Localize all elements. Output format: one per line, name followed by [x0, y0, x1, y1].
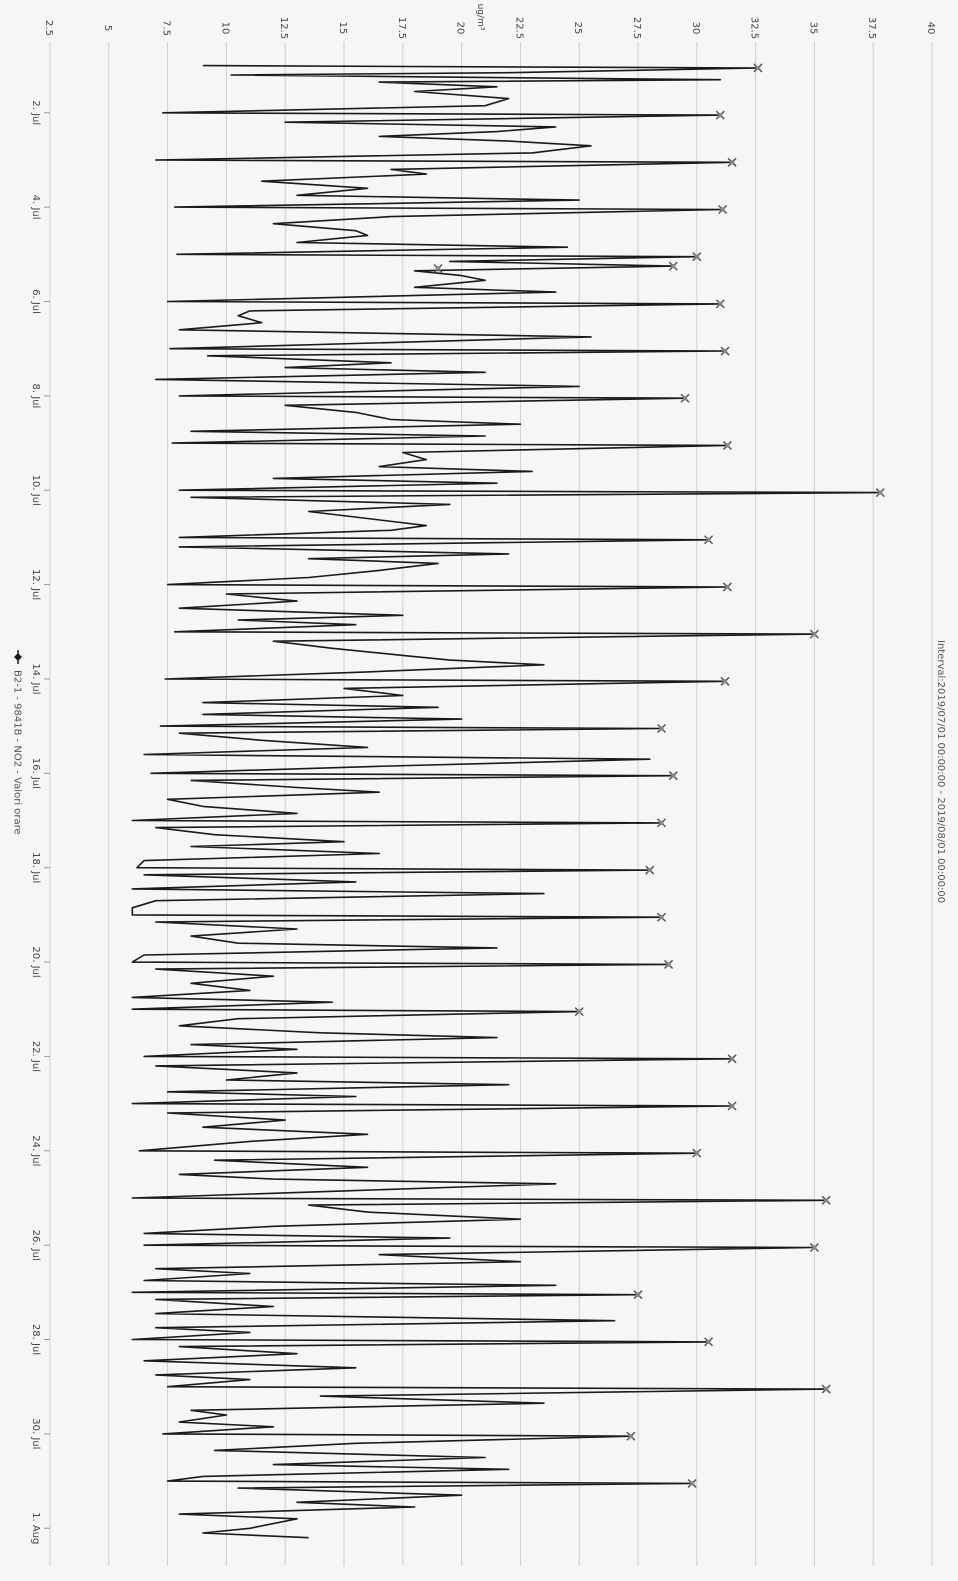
max-marker — [626, 1431, 636, 1441]
max-marker — [574, 1007, 584, 1017]
interval-label: Interval:2019/07/01 00:00:00 - 2019/08/0… — [935, 640, 946, 903]
max-marker — [704, 535, 714, 545]
x-tick-label: 30. Jul — [30, 1418, 41, 1449]
max-marker — [715, 299, 725, 309]
grid-lines — [49, 42, 933, 1566]
x-tick-label: 1. Aug — [30, 1512, 41, 1544]
max-marker — [753, 63, 763, 73]
x-tick-label: 28. Jul — [30, 1324, 41, 1355]
max-marker — [727, 157, 737, 167]
y-tick-label: 10 — [219, 22, 230, 35]
y-tick-labels: 2.5 5 7.5 10 12.5 15 17.5 20 22.5 25 27.5 30 32.5 35 3… — [43, 17, 936, 39]
max-marker — [633, 1290, 643, 1300]
x-tick-label: 8. Jul — [30, 383, 41, 408]
max-marker — [875, 488, 885, 498]
y-tick-label: 5 — [102, 25, 113, 31]
max-marker — [668, 771, 678, 781]
max-marker — [727, 1101, 737, 1111]
max-marker — [720, 676, 730, 686]
x-tick-label: 2. Jul — [30, 100, 41, 125]
max-marker — [809, 1242, 819, 1253]
y-tick-label: 27.5 — [631, 17, 642, 39]
max-marker — [821, 1384, 831, 1394]
x-tick-labels: 2. Jul 4. Jul 6. Jul 8. Jul 10. Jul 12. Jul 14… — [30, 100, 50, 1544]
x-tick-label: 26. Jul — [30, 1230, 41, 1261]
max-marker — [727, 1054, 737, 1064]
legend-diamond-icon — [14, 653, 22, 661]
y-tick-label: 37.5 — [866, 17, 877, 39]
max-marker — [656, 723, 667, 734]
max-marker — [692, 1148, 702, 1158]
y-tick-label: 20 — [455, 22, 466, 35]
series-line-0 — [131, 64, 882, 1539]
max-marker — [687, 1478, 697, 1488]
marker-layer — [433, 63, 885, 1488]
max-marker — [722, 582, 732, 592]
y-tick-label: 2.5 — [43, 20, 54, 36]
x-tick-label: 22. Jul — [30, 1041, 41, 1072]
x-tick-label: 14. Jul — [30, 663, 41, 694]
max-marker — [718, 204, 728, 215]
max-marker — [821, 1195, 831, 1205]
x-tick-label: 12. Jul — [30, 569, 41, 600]
x-tick-label: 18. Jul — [30, 852, 41, 883]
y-tick-label: 32.5 — [749, 17, 760, 39]
y-tick-label: 30 — [690, 22, 701, 35]
x-tick-label: 6. Jul — [30, 289, 41, 314]
max-marker — [656, 818, 667, 828]
y-tick-label: 15 — [337, 22, 348, 35]
max-marker — [664, 959, 674, 969]
max-marker — [656, 912, 667, 922]
max-marker — [433, 263, 443, 274]
x-tick-label: 20. Jul — [30, 946, 41, 977]
x-tick-label: 4. Jul — [30, 195, 41, 220]
y-tick-label: 17.5 — [396, 17, 407, 39]
x-tick-label: 16. Jul — [30, 758, 41, 789]
x-tick-label: 24. Jul — [30, 1135, 41, 1166]
y-tick-label: 12.5 — [278, 17, 289, 39]
y-tick-label: 22.5 — [513, 17, 524, 39]
max-marker — [720, 346, 730, 356]
y-axis-title: ug/m³ — [475, 4, 485, 31]
max-marker — [715, 110, 725, 120]
max-marker — [668, 261, 678, 271]
y-tick-label: 35 — [807, 22, 818, 35]
legend: B2-1 - 9841B - NO2 - Valori orare — [12, 650, 23, 835]
y-tick-label: 40 — [925, 22, 936, 35]
series-layer — [131, 64, 882, 1539]
max-marker — [722, 440, 732, 450]
y-tick-label: 7.5 — [161, 20, 172, 36]
max-marker — [704, 1337, 714, 1347]
y-tick-label: 25 — [572, 22, 583, 35]
max-marker — [680, 393, 690, 403]
max-marker — [809, 629, 819, 639]
max-marker — [692, 252, 702, 262]
legend-label: B2-1 - 9841B - NO2 - Valori orare — [12, 670, 23, 835]
max-marker — [645, 865, 655, 875]
x-tick-label: 10. Jul — [30, 475, 41, 506]
